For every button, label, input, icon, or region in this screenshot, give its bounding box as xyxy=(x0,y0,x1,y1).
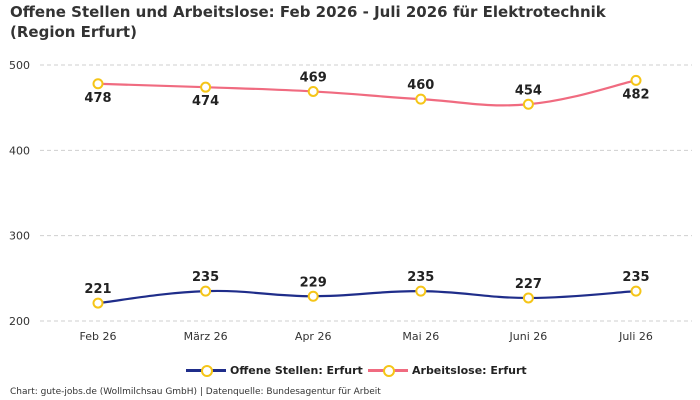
data-label: 227 xyxy=(515,277,542,292)
legend-marker xyxy=(201,365,213,377)
x-tick-label: Juni 26 xyxy=(509,330,548,343)
legend-marker xyxy=(383,365,395,377)
data-label: 478 xyxy=(84,91,111,106)
data-point xyxy=(200,81,212,93)
y-tick-label: 500 xyxy=(9,59,30,72)
data-label: 235 xyxy=(192,270,219,285)
data-point xyxy=(522,98,534,110)
legend-item: Arbeitslose: Erfurt xyxy=(368,363,527,377)
data-label: 229 xyxy=(300,275,327,290)
data-point xyxy=(92,78,104,90)
data-label: 482 xyxy=(622,87,649,102)
y-tick-label: 300 xyxy=(9,230,30,243)
chart-title: Offene Stellen und Arbeitslose: Feb 2026… xyxy=(10,3,606,41)
data-label: 460 xyxy=(407,78,434,93)
data-point xyxy=(307,290,319,302)
chart-footer: Chart: gute-jobs.de (Wollmilchsau GmbH) … xyxy=(10,387,381,397)
data-point xyxy=(92,297,104,309)
data-point xyxy=(200,285,212,297)
x-tick-label: Apr 26 xyxy=(295,330,332,343)
data-point xyxy=(630,285,642,297)
data-point xyxy=(630,74,642,86)
legend-symbol xyxy=(368,363,408,377)
y-tick-label: 200 xyxy=(9,315,30,328)
legend-label: Arbeitslose: Erfurt xyxy=(412,363,527,377)
x-tick-label: Juli 26 xyxy=(618,330,653,343)
data-point xyxy=(415,285,427,297)
data-label: 469 xyxy=(300,70,327,85)
series-line-arbeitslose xyxy=(97,79,637,107)
data-label: 474 xyxy=(192,94,219,109)
data-label: 235 xyxy=(622,270,649,285)
x-tick-label: März 26 xyxy=(184,330,228,343)
data-point xyxy=(522,292,534,304)
data-label: 454 xyxy=(515,83,542,98)
legend: Offene Stellen: Erfurt Arbeitslose: Erfur… xyxy=(0,363,700,381)
legend-item: Offene Stellen: Erfurt xyxy=(186,363,363,377)
data-label: 235 xyxy=(407,270,434,285)
legend-label: Offene Stellen: Erfurt xyxy=(230,363,363,377)
data-label: 221 xyxy=(84,282,111,297)
legend-symbol xyxy=(186,363,226,377)
data-point xyxy=(415,93,427,105)
x-tick-label: Mai 26 xyxy=(402,330,439,343)
y-tick-label: 400 xyxy=(9,144,30,157)
x-tick-label: Feb 26 xyxy=(80,330,117,343)
data-point xyxy=(307,85,319,97)
series-line-offene-stellen xyxy=(97,289,637,305)
